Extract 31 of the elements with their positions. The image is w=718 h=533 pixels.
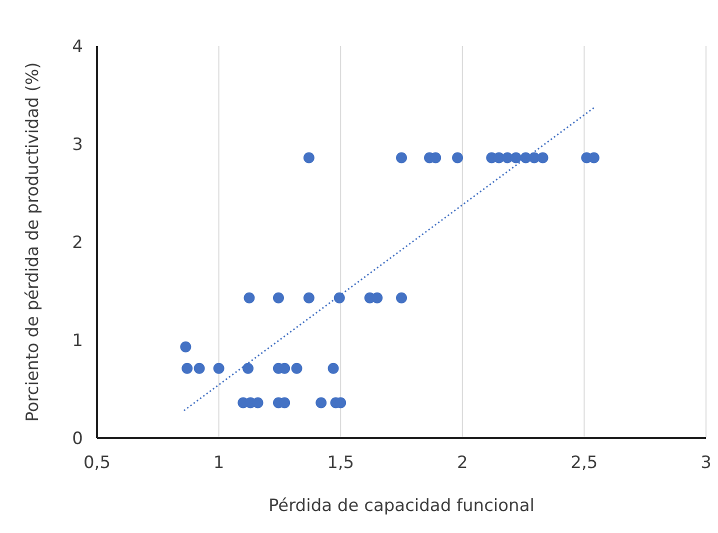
point (180, 341, 192, 352)
point (316, 397, 327, 408)
point (303, 152, 314, 164)
point (537, 152, 548, 164)
y-tick-label: 1 (72, 330, 83, 351)
x-tick-label: 1,5 (327, 453, 354, 473)
x-axis-title: Pérdida de capacidad funcional (268, 496, 534, 516)
point (272, 292, 284, 304)
point (452, 152, 464, 164)
x-tick-label: 3 (700, 453, 712, 473)
point (194, 362, 205, 374)
point (244, 292, 255, 304)
point (303, 292, 314, 304)
x-tick-label: 2,5 (570, 453, 598, 473)
y-tick-label: 4 (72, 36, 83, 57)
point (510, 152, 522, 164)
point (396, 292, 407, 304)
point (242, 362, 254, 374)
y-tick-label: 2 (72, 232, 83, 253)
point (334, 292, 345, 304)
point (328, 362, 339, 374)
y-tick-label: 0 (72, 428, 83, 449)
y-tick-label: 3 (72, 134, 83, 155)
x-tick-label: 1 (213, 453, 224, 473)
point (182, 362, 193, 374)
x-tick-label: 0,5 (83, 453, 111, 473)
x-tick-label: 2 (456, 453, 468, 473)
point (396, 152, 407, 164)
point (213, 362, 224, 374)
y-axis-title: Porciento de pérdida de productividad (%) (23, 62, 43, 422)
point (291, 362, 302, 374)
